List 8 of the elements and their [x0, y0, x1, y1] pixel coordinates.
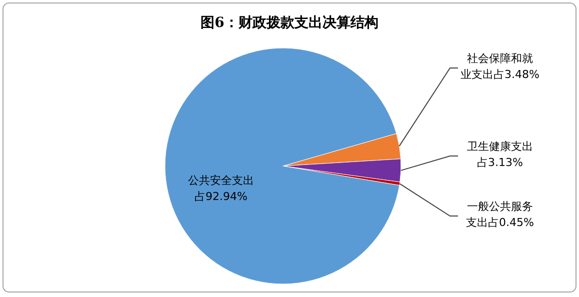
data-label: 占3.13%	[477, 156, 523, 169]
chart-title: 图6：财政拨款支出决算结构	[200, 15, 378, 31]
slice-label: 卫生健康支出	[467, 140, 533, 153]
slice-label: 一般公共服务支出占0.45%	[466, 200, 534, 229]
slice-label: 社会保障和就业支出占3.48%	[460, 52, 540, 81]
pie-slice	[164, 48, 400, 284]
slice-label: 公共安全支出	[188, 174, 254, 187]
data-label: 占92.94%	[194, 190, 248, 203]
